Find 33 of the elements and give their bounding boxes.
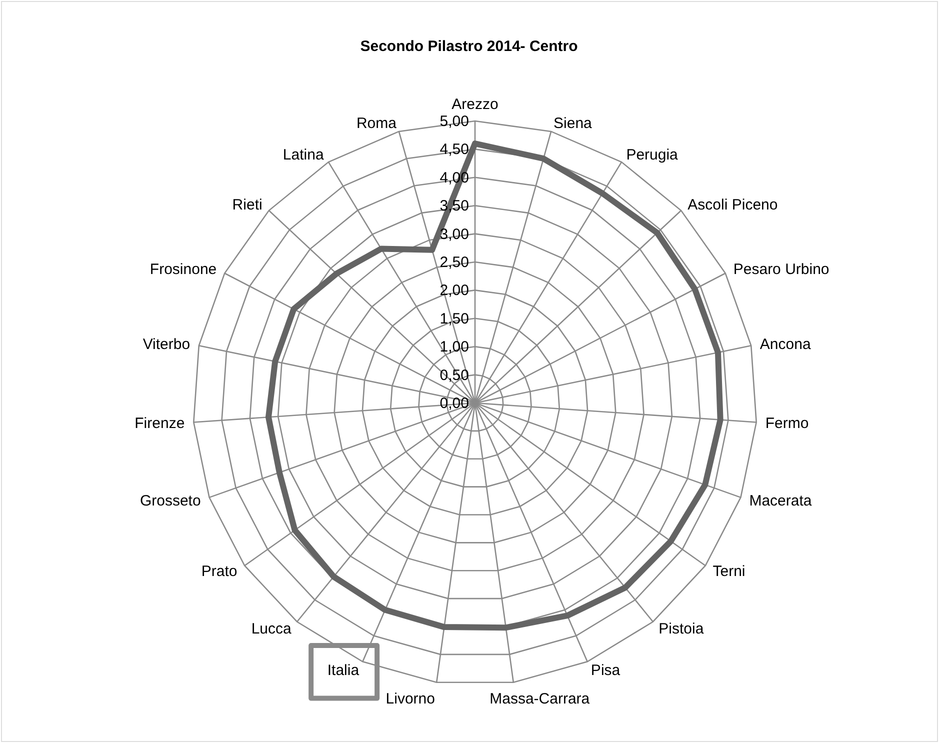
spoke-label: Viterbo bbox=[142, 336, 190, 353]
y-tick-label: 4,50 bbox=[440, 141, 469, 158]
y-tick-label: 0,50 bbox=[440, 366, 469, 384]
spoke-label: Fermo bbox=[765, 414, 809, 432]
spoke-label: Rieti bbox=[232, 196, 262, 214]
spoke-label: Pesaro Urbino bbox=[733, 261, 830, 278]
spoke-label: Italia bbox=[327, 662, 360, 679]
spoke-label: Latina bbox=[282, 146, 324, 164]
spoke-label: Ancona bbox=[760, 336, 812, 353]
y-tick-label: 2,00 bbox=[440, 282, 469, 300]
spoke-label: Frosinone bbox=[150, 261, 217, 278]
y-tick-label: 2,50 bbox=[440, 254, 469, 271]
y-tick-label: 3,00 bbox=[440, 226, 469, 243]
spoke-label: Massa-Carrara bbox=[490, 690, 590, 708]
chart-title: Secondo Pilastro 2014- Centro bbox=[360, 38, 578, 55]
spoke-label: Terni bbox=[712, 562, 746, 580]
spoke-label: Siena bbox=[554, 114, 593, 132]
spoke-label: Livorno bbox=[386, 690, 435, 708]
y-tick-label: 5,00 bbox=[440, 113, 469, 130]
spoke-label: Perugia bbox=[626, 146, 679, 164]
spoke-label: Lucca bbox=[251, 620, 292, 638]
spoke-label: Pistoia bbox=[658, 620, 704, 638]
spoke-label: Arezzo bbox=[452, 96, 498, 113]
y-tick-label: 1,00 bbox=[440, 338, 469, 356]
spoke-label: Grosseto bbox=[140, 492, 201, 510]
spoke-label: Pisa bbox=[590, 662, 621, 679]
spoke-label: Ascoli Piceno bbox=[688, 196, 778, 214]
y-tick-label: 0,00 bbox=[440, 395, 469, 412]
spoke-label: Roma bbox=[356, 114, 398, 132]
y-tick-label: 1,50 bbox=[440, 310, 469, 328]
spoke-label: Firenze bbox=[134, 414, 185, 432]
spoke-label: Prato bbox=[201, 562, 238, 580]
spoke-label: Macerata bbox=[749, 492, 812, 510]
